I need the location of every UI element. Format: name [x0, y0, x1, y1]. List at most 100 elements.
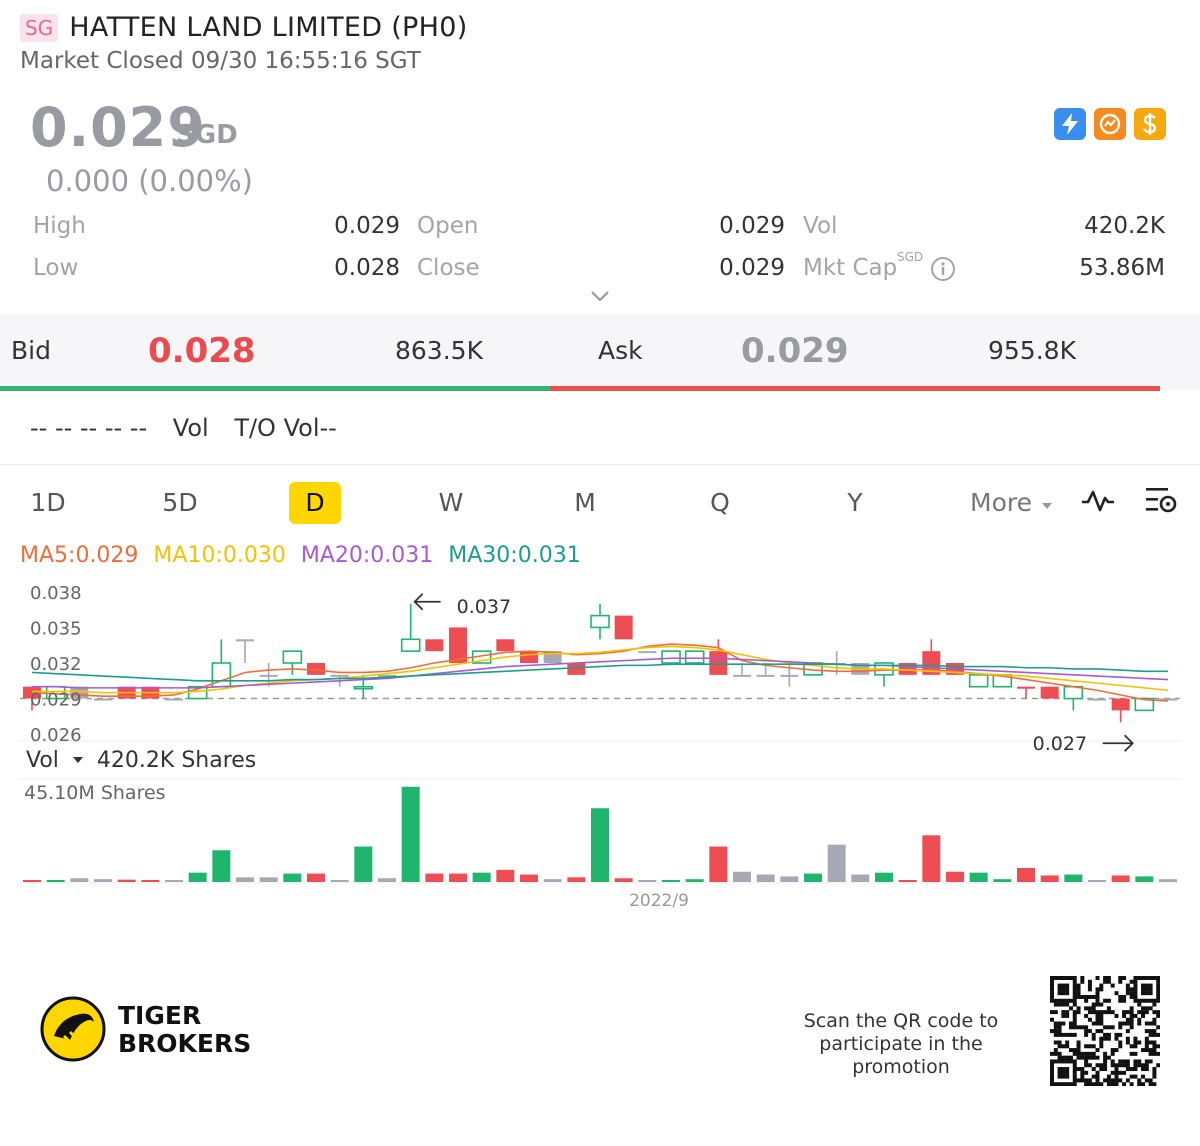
volume-bar [709, 846, 728, 882]
qr-module [1156, 1025, 1160, 1030]
more-tab[interactable]: More [970, 482, 1054, 524]
qr-module [1099, 1010, 1104, 1015]
qr-module [1129, 1006, 1134, 1011]
tab-d[interactable]: D [289, 482, 341, 524]
qr-module [1050, 1063, 1054, 1068]
ask-panel[interactable]: Ask 0.029 955.8K [579, 314, 1159, 390]
qr-module [1156, 1032, 1160, 1037]
qr-module [1076, 1006, 1081, 1011]
qr-module [1068, 1021, 1073, 1026]
volume-bar [1040, 875, 1059, 882]
indicator-icon[interactable] [1080, 486, 1116, 516]
qr-module [1065, 1070, 1070, 1075]
tab-1d[interactable]: 1D [30, 488, 66, 517]
candle-body [378, 674, 396, 677]
qr-module [1076, 987, 1081, 992]
qr-module [1053, 1059, 1058, 1064]
price-chart[interactable]: 0.038 0.035 0.032 0.029 0.026 0.037 0.027 2022/… [0, 580, 1200, 910]
qr-module [1095, 1082, 1100, 1086]
qr-module [1106, 976, 1111, 980]
qr-module [1152, 1051, 1157, 1056]
qr-module [1148, 1051, 1153, 1056]
qr-module [1091, 1044, 1096, 1049]
qr-module [1061, 1021, 1066, 1026]
qr-module [1133, 987, 1138, 992]
tab-y[interactable]: Y [847, 488, 863, 517]
qr-module [1133, 998, 1138, 1003]
qr-module [1129, 1044, 1134, 1049]
qr-module [1065, 1040, 1070, 1045]
qr-module [1072, 991, 1077, 996]
qr-module [1114, 1078, 1119, 1083]
volume-bar [472, 872, 491, 882]
qr-module [1106, 1025, 1111, 1030]
qr-module [1110, 1070, 1115, 1075]
qr-module [1141, 1063, 1146, 1068]
chart-settings-icon[interactable] [1144, 484, 1180, 518]
qr-module [1091, 1002, 1096, 1007]
qr-module [1137, 998, 1142, 1003]
candle-body [968, 674, 989, 688]
volume-header[interactable]: Vol 420.2K Shares [26, 748, 256, 773]
dollar-icon[interactable] [1134, 108, 1166, 140]
qr-module [1152, 1021, 1157, 1026]
qr-module [1133, 991, 1138, 996]
qr-module [1129, 987, 1134, 992]
header: SG HATTEN LAND LIMITED (PH0) [20, 12, 468, 43]
ma30-value: MA30:0.031 [448, 543, 581, 568]
tab-w[interactable]: W [438, 488, 464, 517]
qr-module [1129, 1010, 1134, 1015]
volume-bar [733, 871, 751, 882]
candle-body [614, 615, 633, 640]
tab-q[interactable]: Q [710, 488, 730, 517]
qr-module [1072, 983, 1077, 988]
qr-module [1152, 1017, 1157, 1022]
qr-module [1050, 1067, 1054, 1072]
expand-chevron-icon[interactable] [589, 288, 611, 304]
info-icon[interactable] [930, 256, 956, 288]
qr-module [1144, 1006, 1149, 1011]
y-tick-label: 0.029 [30, 690, 82, 711]
qr-module [1148, 1059, 1153, 1064]
qr-module [1057, 1040, 1062, 1045]
qr-module [1106, 1036, 1111, 1041]
volume-bar [662, 880, 680, 882]
qr-module [1072, 1025, 1077, 1030]
y-tick-label: 0.035 [30, 618, 82, 639]
qr-module [1076, 1025, 1081, 1030]
qr-module [1099, 1040, 1104, 1045]
qr-module [1099, 1002, 1104, 1007]
qr-module [1076, 994, 1081, 999]
volume-bar [1017, 868, 1035, 882]
trade-swap-icon[interactable] [1094, 108, 1126, 140]
candle-body [496, 639, 515, 652]
qr-module [1050, 983, 1054, 988]
qr-module [1080, 1078, 1085, 1083]
qr-module [1141, 983, 1146, 988]
qr-module [1061, 991, 1066, 996]
qr-module [1148, 987, 1153, 992]
qr-module [1125, 1010, 1130, 1015]
qr-module [1144, 976, 1149, 980]
volume-bar [851, 874, 870, 882]
market-status: Market Closed 09/30 16:55:16 SGT [20, 48, 421, 74]
bid-volume-bar [0, 386, 550, 391]
volume-bar [520, 874, 538, 882]
ask-size: 955.8K [988, 336, 1076, 365]
qr-module [1125, 1036, 1130, 1041]
tab-m[interactable]: M [574, 488, 596, 517]
bid-panel[interactable]: Bid 0.028 863.5K [0, 314, 577, 390]
qr-module [1072, 1082, 1077, 1086]
qr-module [1144, 998, 1149, 1003]
qr-module [1057, 991, 1062, 996]
qr-module [1125, 983, 1130, 988]
qr-module [1106, 979, 1111, 984]
qr-module [1095, 976, 1100, 980]
volume-bar [591, 808, 609, 882]
tab-5d[interactable]: 5D [162, 488, 198, 517]
qr-module [1072, 1070, 1077, 1075]
qr-module [1099, 1029, 1104, 1034]
lightning-icon[interactable] [1054, 108, 1086, 140]
qr-module [1087, 1055, 1092, 1060]
qr-module [1156, 976, 1160, 980]
